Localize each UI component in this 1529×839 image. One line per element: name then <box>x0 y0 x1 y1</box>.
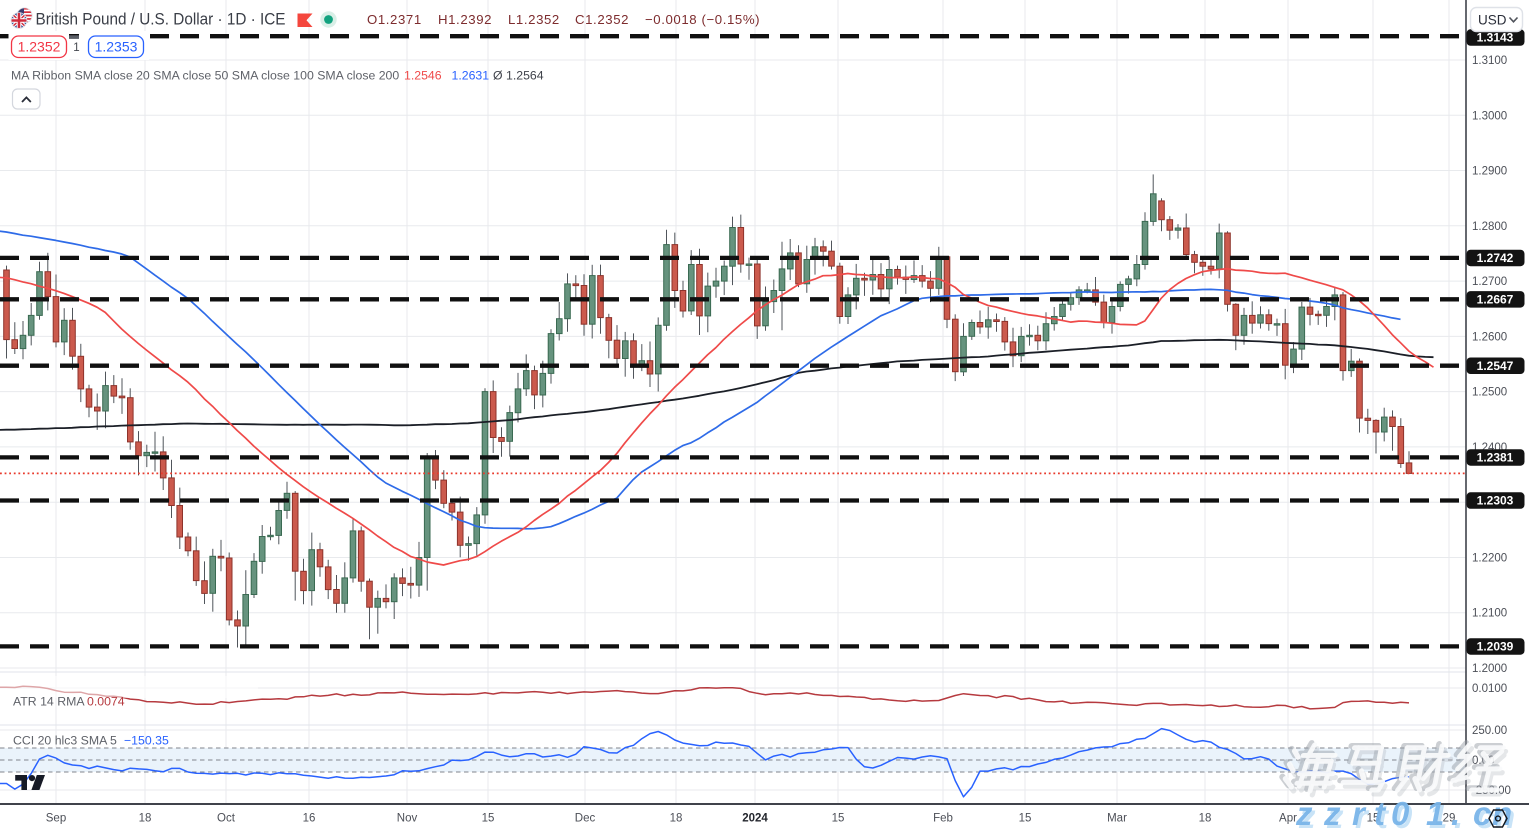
svg-text:Sep: Sep <box>46 813 66 825</box>
svg-text:1.2353: 1.2353 <box>95 39 138 55</box>
svg-text:Oct: Oct <box>217 813 236 825</box>
svg-text:1.2100: 1.2100 <box>1472 608 1507 620</box>
svg-text:Dec: Dec <box>575 813 596 825</box>
svg-text:USD: USD <box>1478 13 1507 28</box>
svg-text:c: c <box>1476 798 1494 834</box>
svg-text:1.3100: 1.3100 <box>1472 55 1507 67</box>
svg-text:1.2381: 1.2381 <box>1477 451 1514 465</box>
svg-text:ATR 14 RMA: ATR 14 RMA <box>13 695 85 709</box>
svg-text:16: 16 <box>303 813 316 825</box>
svg-text:1.2742: 1.2742 <box>1477 251 1514 265</box>
svg-text:1.2547: 1.2547 <box>1477 359 1514 373</box>
svg-text:1.2667: 1.2667 <box>1477 293 1514 307</box>
svg-text:L1.2352: L1.2352 <box>508 12 560 27</box>
svg-text:18: 18 <box>1199 813 1212 825</box>
svg-text:1.2000: 1.2000 <box>1472 663 1507 675</box>
svg-text:250.00: 250.00 <box>1472 725 1507 737</box>
svg-text:t: t <box>1374 795 1387 832</box>
svg-text:Ø 1.2564: Ø 1.2564 <box>493 69 544 83</box>
svg-text:c: c <box>1473 795 1491 832</box>
svg-text:t: t <box>1377 798 1390 834</box>
svg-text:MA Ribbon SMA close 20 SMA clo: MA Ribbon SMA close 20 SMA close 50 SMA … <box>11 69 399 83</box>
svg-text:1: 1 <box>1426 795 1444 832</box>
svg-text:2024: 2024 <box>742 813 768 825</box>
svg-text:Apr: Apr <box>1279 813 1297 825</box>
svg-text:15: 15 <box>1019 813 1032 825</box>
svg-text:−0.0018 (−0.15%): −0.0018 (−0.15%) <box>645 12 760 27</box>
svg-text:1.2303: 1.2303 <box>1477 494 1514 508</box>
svg-text:C1.2352: C1.2352 <box>575 12 629 27</box>
svg-text:British Pound / U.S. Dollar ·: British Pound / U.S. Dollar · 1D · ICE <box>36 10 286 29</box>
svg-text:1: 1 <box>1429 798 1447 834</box>
svg-text:0.0100: 0.0100 <box>1472 683 1507 695</box>
svg-text:z: z <box>1323 795 1341 832</box>
svg-text:n: n <box>1495 798 1515 834</box>
svg-text:1: 1 <box>73 42 79 54</box>
svg-text:1.2600: 1.2600 <box>1472 331 1507 343</box>
svg-text:.: . <box>1451 795 1460 832</box>
svg-text:18: 18 <box>670 813 683 825</box>
svg-text:Nov: Nov <box>397 813 418 825</box>
svg-text:18: 18 <box>139 813 152 825</box>
svg-text:O1.2371: O1.2371 <box>367 12 422 27</box>
svg-text:0: 0 <box>1394 798 1413 834</box>
svg-text:z: z <box>1298 798 1316 834</box>
svg-text:r: r <box>1355 798 1370 834</box>
svg-text:1.2700: 1.2700 <box>1472 276 1507 288</box>
svg-text:1.3143: 1.3143 <box>1477 31 1514 45</box>
svg-text:1.2352: 1.2352 <box>18 39 61 55</box>
svg-text:0.0074: 0.0074 <box>87 695 125 709</box>
svg-text:CCI 20 hlc3 SMA 5: CCI 20 hlc3 SMA 5 <box>13 734 117 748</box>
svg-text:1.2900: 1.2900 <box>1472 166 1507 178</box>
svg-text:z: z <box>1295 795 1313 832</box>
svg-text:H1.2392: H1.2392 <box>438 12 492 27</box>
svg-text:1.2631: 1.2631 <box>452 69 490 83</box>
svg-text:1.3000: 1.3000 <box>1472 110 1507 122</box>
svg-text:1.2546: 1.2546 <box>404 69 442 83</box>
svg-text:1.2500: 1.2500 <box>1472 387 1507 399</box>
svg-text:15: 15 <box>482 813 495 825</box>
svg-text:1.2200: 1.2200 <box>1472 553 1507 565</box>
svg-text:1.2800: 1.2800 <box>1472 221 1507 233</box>
svg-text:29: 29 <box>1443 813 1456 825</box>
svg-text:n: n <box>1492 795 1512 832</box>
svg-text:Mar: Mar <box>1107 813 1127 825</box>
svg-text:.: . <box>1454 798 1463 834</box>
svg-text:z: z <box>1326 798 1344 834</box>
svg-text:15: 15 <box>832 813 845 825</box>
svg-text:15: 15 <box>1367 813 1380 825</box>
svg-text:−150.35: −150.35 <box>124 734 169 748</box>
svg-text:0: 0 <box>1391 795 1410 832</box>
svg-text:1.2039: 1.2039 <box>1477 640 1514 654</box>
svg-text:r: r <box>1352 795 1367 832</box>
svg-text:Feb: Feb <box>933 813 953 825</box>
